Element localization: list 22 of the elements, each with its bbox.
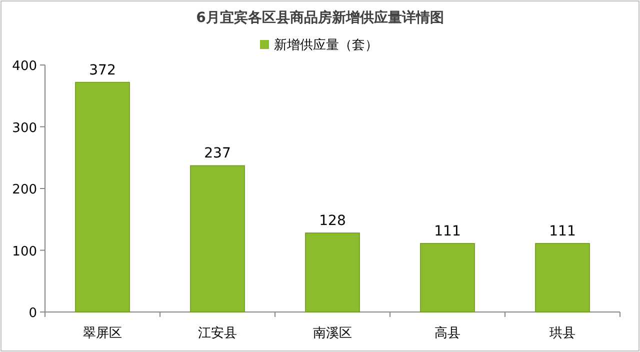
x-tick-label: 珙县 — [550, 326, 576, 341]
chart-title: 6月宜宾各区县商品房新增供应量详情图 — [196, 9, 444, 26]
x-tick-label: 南溪区 — [313, 326, 352, 341]
bar — [305, 232, 360, 312]
y-tick-label: 300 — [12, 120, 37, 136]
bar — [75, 82, 130, 312]
y-tick-label: 400 — [12, 59, 37, 74]
x-tick-label: 高县 — [434, 325, 460, 341]
data-label: 111 — [549, 223, 576, 240]
x-tick-label: 翠屏区 — [83, 326, 122, 341]
x-tick-label: 江安县 — [198, 325, 237, 341]
y-tick-label: 200 — [12, 182, 37, 198]
bar — [535, 243, 590, 312]
bar — [190, 165, 245, 312]
data-label: 128 — [319, 212, 346, 229]
bar — [420, 243, 475, 312]
y-tick-label: 100 — [12, 244, 37, 260]
data-label: 372 — [89, 62, 116, 78]
y-tick-label: 0 — [28, 306, 37, 321]
legend-label: 新增供应量（套） — [274, 37, 378, 53]
data-label: 237 — [204, 146, 231, 162]
data-label: 111 — [434, 223, 461, 240]
